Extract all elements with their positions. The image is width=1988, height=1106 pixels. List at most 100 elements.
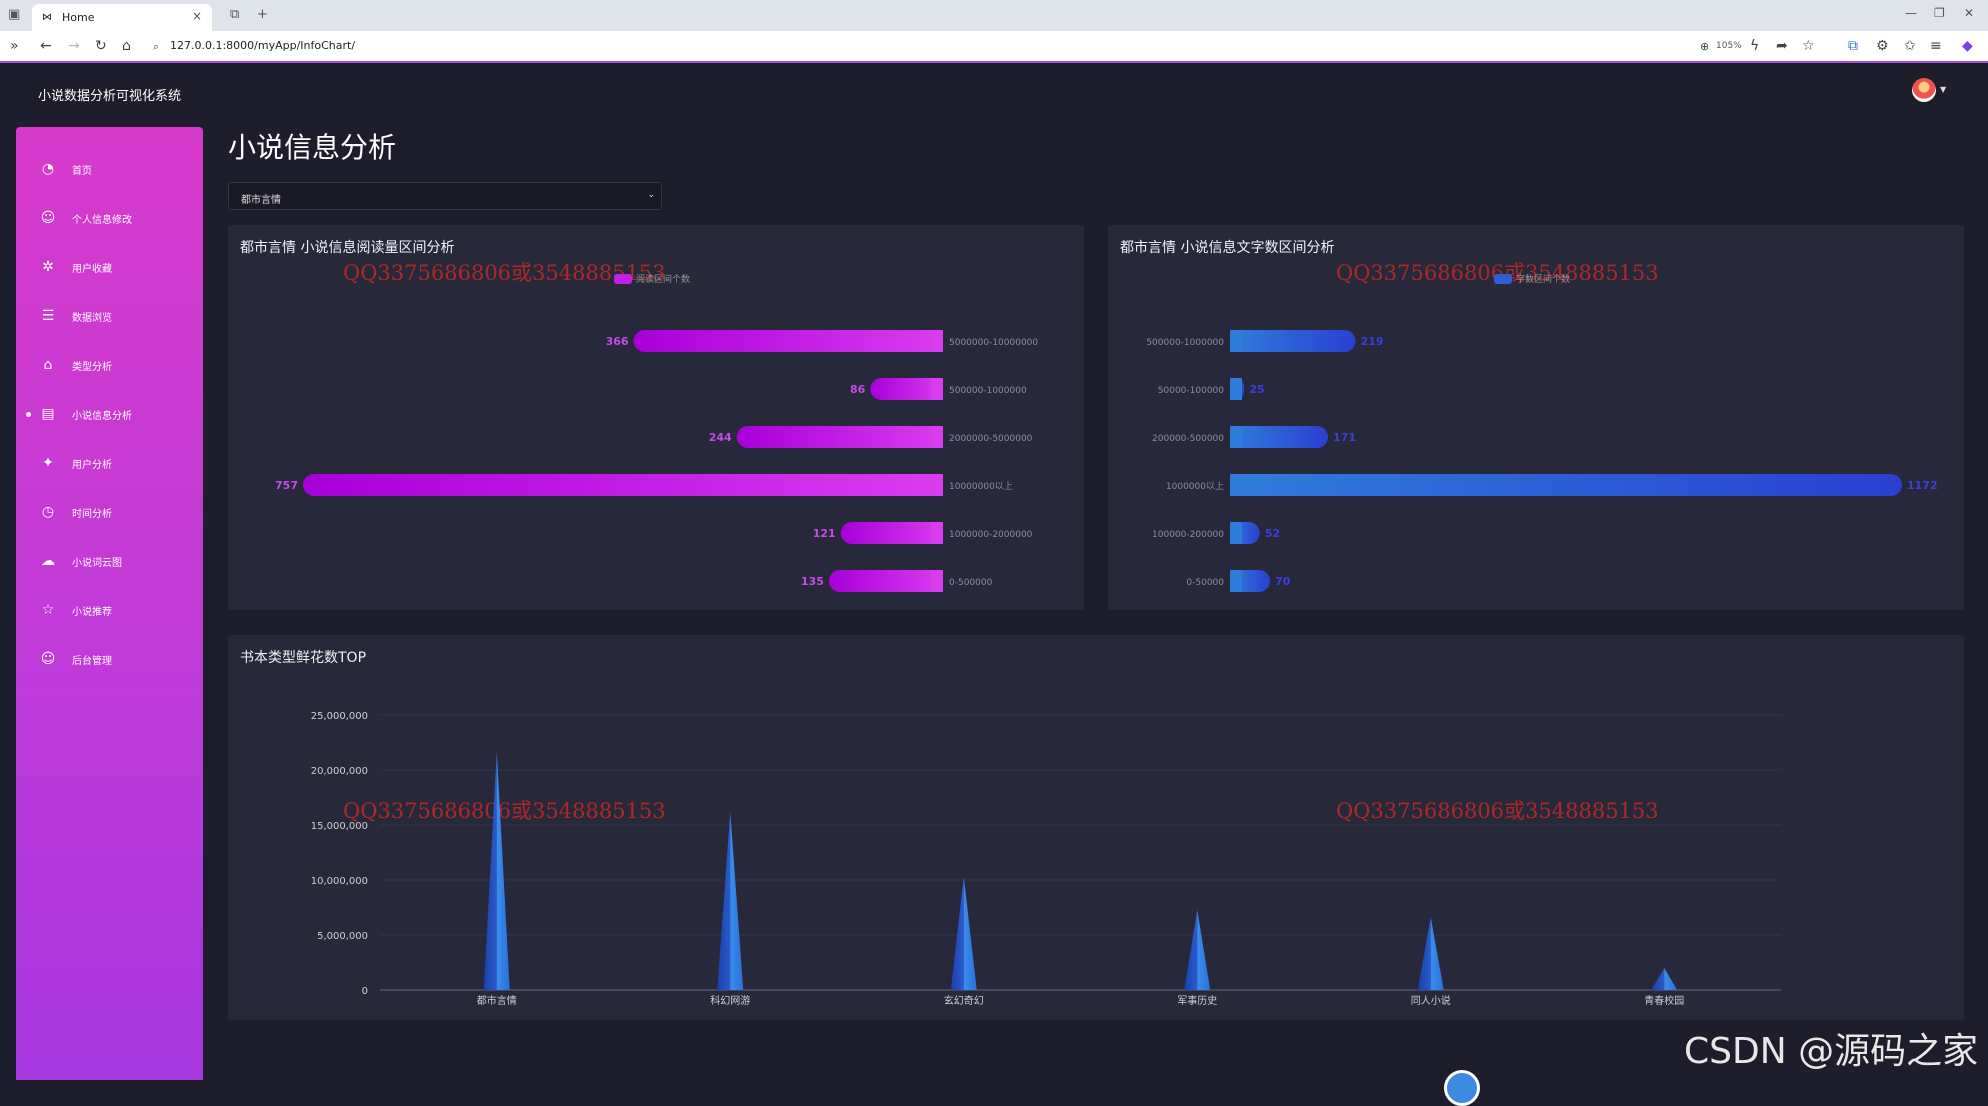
tick-label: 500000-1000000 <box>1146 338 1224 348</box>
sidebar-item-label: 小说词云图 <box>72 557 122 569</box>
bar-end <box>931 426 943 448</box>
data-label: 244 <box>709 431 732 444</box>
data-label: 171 <box>1333 431 1356 444</box>
book-icon: ▤ <box>41 406 55 422</box>
minimize-icon[interactable]: — <box>1905 6 1917 20</box>
word-range-legend[interactable]: 字数区间个数 <box>1494 272 1570 285</box>
spike-left <box>1651 968 1665 990</box>
chevron-down-icon: ⌄ <box>647 190 655 200</box>
bolt-icon[interactable]: ϟ <box>1750 38 1760 54</box>
bar-end <box>931 474 943 496</box>
watermark: QQ3375686806或3548885153 <box>343 799 666 823</box>
tick-label: 1000000-2000000 <box>949 530 1033 540</box>
sidebar-item[interactable]: ✦ 用户分析 <box>16 443 203 483</box>
data-label: 219 <box>1361 335 1384 348</box>
close-window-icon[interactable]: ✕ <box>1964 6 1975 20</box>
extensions-icon[interactable]: ⚙ <box>1876 38 1889 54</box>
tick-label: 0-50000 <box>1186 578 1224 588</box>
tab-favicon-icon: ⋈ <box>42 11 52 23</box>
tick-label: 200000-500000 <box>1152 434 1224 444</box>
restore-icon[interactable]: ❐ <box>1934 6 1945 20</box>
sidebar-item-label: 时间分析 <box>72 508 112 520</box>
bar-start <box>1230 522 1242 544</box>
alarm-icon: ◷ <box>41 504 55 520</box>
sidebar: ◔ 首页 ☺ 个人信息修改 ✲ 用户收藏 ☰ 数据浏览 ⌂ 类型分析 ▤ 小说信息分析 ✦ 用户分析 ◷ 时间… <box>16 127 203 1080</box>
sidebar-item[interactable]: ☁ 小说词云图 <box>16 541 203 581</box>
flowers-top-chart-title: 书本类型鲜花数TOP <box>240 650 367 666</box>
browser-tab-bar: ▣ ⋈ Home × ⧉ + — ❐ ✕ <box>0 0 1988 31</box>
spike-right <box>730 811 744 990</box>
watermark: QQ3375686806或3548885153 <box>1336 799 1659 823</box>
spike-right <box>963 876 977 990</box>
category-select[interactable]: 都市言情 ⌄ <box>228 182 662 210</box>
back-icon[interactable]: ← <box>40 38 52 54</box>
y-tick-label: 10,000,000 <box>311 876 368 887</box>
spike-left <box>717 811 731 990</box>
sidebar-item[interactable]: ☆ 小说推荐 <box>16 590 203 630</box>
copilot-icon[interactable]: ◆ <box>1962 38 1973 54</box>
user-icon: ☺ <box>40 210 56 226</box>
chevron-down-icon[interactable]: ▼ <box>1940 85 1947 94</box>
bar <box>1230 474 1902 496</box>
bar-end <box>931 570 943 592</box>
sidebar-item[interactable]: ☰ 数据浏览 <box>16 296 203 336</box>
share-icon[interactable]: ➦ <box>1776 38 1788 54</box>
legend-label: 字数区间个数 <box>1516 275 1571 285</box>
menu-icon[interactable]: ≡ <box>1930 38 1942 54</box>
read-range-chart-card: 都市言情 小说信息阅读量区间分析 QQ3375686806或3548885153… <box>228 225 1084 610</box>
sidebar-item[interactable]: ⌂ 类型分析 <box>16 345 203 385</box>
sidebar-item[interactable]: ☺ 后台管理 <box>16 639 203 679</box>
browser-tab[interactable]: ⋈ Home × <box>32 4 212 31</box>
spike-left <box>1184 909 1198 990</box>
x-tick-label: 玄幻奇幻 <box>944 994 984 1007</box>
zoom-icon[interactable]: ⊕ <box>1700 40 1710 53</box>
sidebar-item-label: 个人信息修改 <box>72 214 132 226</box>
avatar[interactable] <box>1912 78 1936 102</box>
bar <box>840 522 943 544</box>
sidebar-item[interactable]: ✲ 用户收藏 <box>16 247 203 287</box>
tab-actions-icon[interactable]: ⧉ <box>230 7 240 22</box>
y-tick-label: 20,000,000 <box>311 766 368 777</box>
spike-right <box>1430 917 1444 990</box>
sidebar-item-label: 用户收藏 <box>72 263 112 275</box>
data-label: 366 <box>606 335 629 348</box>
reload-icon[interactable]: ↻ <box>95 38 107 54</box>
tick-label: 10000000以上 <box>949 481 1013 492</box>
admin-user-icon: ☺ <box>40 651 56 667</box>
tag-icon: ⌂ <box>43 357 53 373</box>
word-range-chart-title: 都市言情 小说信息文字数区间分析 <box>1120 240 1335 256</box>
tab-close-icon[interactable]: × <box>191 9 202 23</box>
sidebar-item[interactable]: ▤ 小说信息分析 <box>16 394 203 434</box>
read-range-legend[interactable]: 阅读区间个数 <box>614 272 690 285</box>
bar-start <box>1230 330 1242 352</box>
spike-right <box>1197 909 1211 990</box>
expand-icon[interactable]: » <box>10 38 19 54</box>
zoom-level[interactable]: 105% <box>1716 41 1742 51</box>
y-tick-label: 15,000,000 <box>311 821 368 832</box>
translate-icon[interactable]: ⧉ <box>1848 38 1858 54</box>
x-tick-label: 青春校园 <box>1644 994 1684 1007</box>
data-label: 121 <box>813 527 836 540</box>
bar <box>1230 330 1356 352</box>
csdn-watermark: CSDN @源码之家 <box>1684 1031 1979 1072</box>
tick-label: 0-500000 <box>949 578 993 588</box>
sidebar-item[interactable]: ◔ 首页 <box>16 149 203 189</box>
favorite-icon[interactable]: ☆ <box>1802 38 1815 54</box>
sidebar-item[interactable]: ◷ 时间分析 <box>16 492 203 532</box>
active-indicator <box>26 411 31 417</box>
y-tick-label: 5,000,000 <box>317 931 368 942</box>
spike-left <box>950 876 964 990</box>
word-range-chart-card: 都市言情 小说信息文字数区间分析 QQ3375686806或3548885153… <box>1108 225 1964 610</box>
favorites-icon[interactable]: ✩ <box>1904 38 1916 54</box>
legend-swatch <box>614 273 632 284</box>
forward-icon[interactable]: → <box>68 38 80 54</box>
sidebar-item-label: 类型分析 <box>72 361 112 373</box>
sidebar-toggle-icon[interactable]: ▣ <box>8 7 21 22</box>
floating-assistant-icon[interactable] <box>1444 1070 1480 1106</box>
new-tab-button[interactable]: + <box>257 7 268 22</box>
watermark: QQ3375686806或3548885153 <box>343 261 666 285</box>
home-icon[interactable]: ⌂ <box>122 38 131 54</box>
sidebar-item-label: 用户分析 <box>72 459 112 471</box>
sidebar-item[interactable]: ☺ 个人信息修改 <box>16 198 203 238</box>
url-field[interactable]: 127.0.0.1:8000/myApp/InfoChart/ <box>170 39 356 52</box>
